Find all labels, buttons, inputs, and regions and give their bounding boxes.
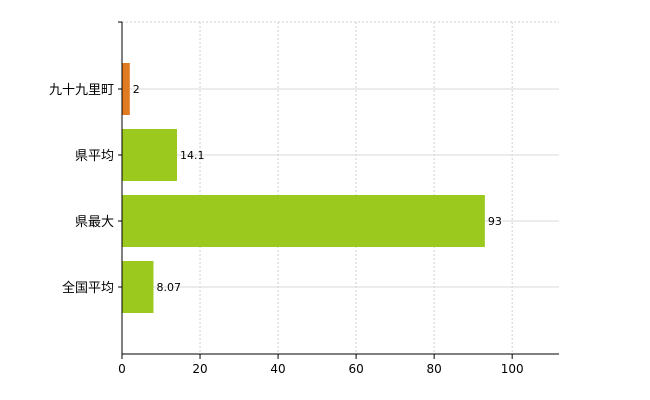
x-tick-label: 20 xyxy=(192,362,207,376)
bar xyxy=(122,63,130,115)
x-tick-label: 0 xyxy=(118,362,126,376)
bar xyxy=(122,195,485,247)
data-label: 93 xyxy=(488,215,502,228)
data-labels: 2 14.1 93 8.07 xyxy=(133,83,502,294)
x-tick-label: 60 xyxy=(348,362,363,376)
data-label: 2 xyxy=(133,83,140,96)
category-label: 県平均 xyxy=(75,149,114,164)
bars xyxy=(122,63,485,313)
x-tick-label: 40 xyxy=(270,362,285,376)
data-label: 14.1 xyxy=(180,149,205,162)
bar xyxy=(122,129,178,181)
x-tick-labels: 0 20 40 60 80 100 xyxy=(118,362,523,376)
x-tick-label: 100 xyxy=(501,362,524,376)
bar xyxy=(122,261,154,313)
category-label: 全国平均 xyxy=(62,280,114,296)
category-label: 九十九里町 xyxy=(49,83,114,98)
data-label: 8.07 xyxy=(156,281,181,294)
grid-lines xyxy=(122,21,559,354)
category-label: 県最大 xyxy=(75,215,114,230)
axes xyxy=(118,21,559,359)
x-tick-label: 80 xyxy=(427,362,442,376)
